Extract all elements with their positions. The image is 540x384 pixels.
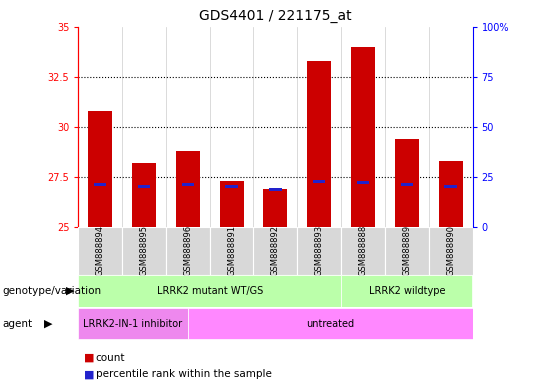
Bar xyxy=(181,183,194,186)
Text: genotype/variation: genotype/variation xyxy=(3,286,102,296)
Text: ■: ■ xyxy=(84,369,94,379)
Bar xyxy=(264,189,287,227)
Bar xyxy=(269,188,281,191)
Bar xyxy=(122,227,166,275)
Bar xyxy=(88,111,112,227)
Text: ▶: ▶ xyxy=(44,318,53,329)
Text: agent: agent xyxy=(3,318,33,329)
Bar xyxy=(94,183,106,186)
Bar xyxy=(385,227,429,275)
Text: GSM888889: GSM888889 xyxy=(402,225,411,276)
Bar xyxy=(78,308,188,339)
Text: LRRK2 wildtype: LRRK2 wildtype xyxy=(368,286,445,296)
Text: percentile rank within the sample: percentile rank within the sample xyxy=(96,369,272,379)
Bar xyxy=(132,163,156,227)
Text: GSM888896: GSM888896 xyxy=(183,225,192,276)
Text: untreated: untreated xyxy=(306,318,354,329)
Bar xyxy=(210,227,253,275)
Bar xyxy=(444,185,457,188)
Text: GSM888892: GSM888892 xyxy=(271,225,280,276)
Bar xyxy=(298,227,341,275)
Bar xyxy=(429,227,472,275)
Text: count: count xyxy=(96,353,125,363)
Title: GDS4401 / 221175_at: GDS4401 / 221175_at xyxy=(199,9,352,23)
Bar xyxy=(176,151,200,227)
Text: GSM888895: GSM888895 xyxy=(139,225,148,276)
Text: GSM888888: GSM888888 xyxy=(359,225,368,276)
Text: ▶: ▶ xyxy=(66,286,75,296)
Bar xyxy=(438,161,463,227)
Bar xyxy=(78,275,341,306)
Text: GSM888891: GSM888891 xyxy=(227,225,236,276)
Bar xyxy=(351,47,375,227)
Bar xyxy=(341,227,385,275)
Text: GSM888894: GSM888894 xyxy=(96,225,105,276)
Bar xyxy=(78,227,122,275)
Text: ■: ■ xyxy=(84,353,94,363)
Bar xyxy=(138,185,150,188)
Text: LRRK2 mutant WT/GS: LRRK2 mutant WT/GS xyxy=(157,286,263,296)
Bar xyxy=(401,183,413,186)
Bar xyxy=(188,308,472,339)
Text: GSM888890: GSM888890 xyxy=(446,225,455,276)
Text: GSM888893: GSM888893 xyxy=(315,225,323,276)
Bar xyxy=(253,227,298,275)
Bar xyxy=(226,185,238,188)
Bar xyxy=(357,181,369,184)
Bar xyxy=(307,61,331,227)
Text: LRRK2-IN-1 inhibitor: LRRK2-IN-1 inhibitor xyxy=(84,318,183,329)
Bar xyxy=(313,180,325,183)
Bar xyxy=(341,275,472,306)
Bar xyxy=(166,227,210,275)
Bar xyxy=(395,139,419,227)
Bar xyxy=(220,180,244,227)
